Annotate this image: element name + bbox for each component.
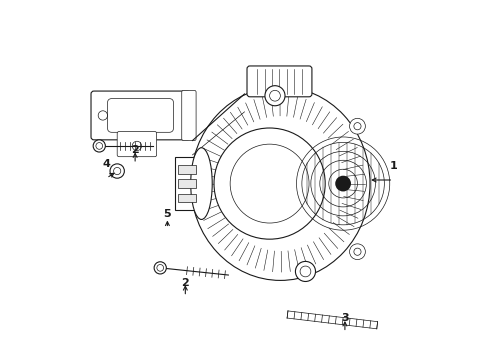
Bar bbox=[174, 157, 201, 211]
Circle shape bbox=[349, 244, 365, 260]
FancyBboxPatch shape bbox=[246, 66, 311, 97]
Circle shape bbox=[93, 140, 105, 152]
Bar bbox=[178, 165, 196, 174]
FancyBboxPatch shape bbox=[117, 132, 156, 157]
Circle shape bbox=[154, 262, 166, 274]
Circle shape bbox=[214, 128, 325, 239]
Text: 2: 2 bbox=[131, 145, 139, 155]
Circle shape bbox=[110, 164, 124, 178]
Text: 4: 4 bbox=[102, 159, 110, 169]
Text: 5: 5 bbox=[163, 210, 171, 220]
FancyBboxPatch shape bbox=[182, 90, 196, 140]
Bar bbox=[178, 194, 196, 202]
Circle shape bbox=[295, 261, 315, 282]
Text: 3: 3 bbox=[341, 314, 348, 323]
Circle shape bbox=[335, 176, 350, 192]
Circle shape bbox=[349, 118, 365, 134]
Text: 2: 2 bbox=[181, 278, 189, 288]
Text: 1: 1 bbox=[388, 161, 396, 171]
FancyBboxPatch shape bbox=[91, 91, 190, 140]
Ellipse shape bbox=[190, 148, 212, 220]
Circle shape bbox=[264, 86, 285, 106]
Bar bbox=[178, 179, 196, 188]
Ellipse shape bbox=[190, 87, 369, 280]
